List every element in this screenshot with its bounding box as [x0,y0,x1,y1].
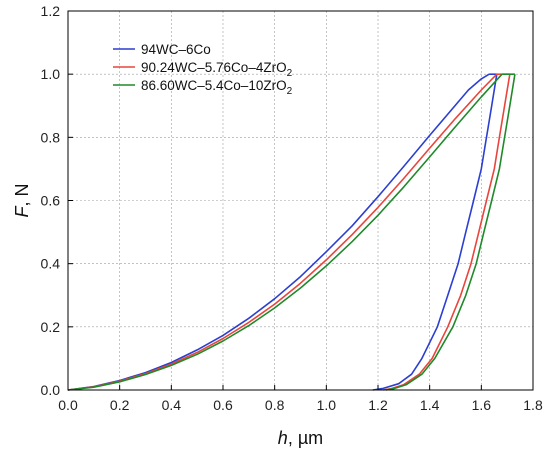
y-tick-label: 1.2 [41,3,61,19]
legend-subscript: 2 [287,86,293,97]
unloading-curve [372,74,498,391]
legend-subscript: 2 [287,68,293,79]
x-tick-label: 0.8 [265,397,285,413]
x-tick-label: 1.2 [368,397,388,413]
unloading-curve [383,74,511,391]
y-axis-symbol: F [12,206,32,218]
loading-curve [67,73,498,391]
y-tick-label: 1.0 [41,66,61,82]
series-1 [67,73,498,391]
legend: 94WC–6Co 90.24WC–5.76Co–4ZrO286.60WC–5.4C… [113,42,293,97]
y-tick-label: 0.2 [41,319,61,335]
x-tick-label: 1.8 [523,397,543,413]
x-tick-label: 1.6 [472,397,492,413]
y-tick-label: 0.4 [41,256,61,272]
legend-item: 94WC–6Co [113,42,211,57]
ticks: 0.0 0.2 0.4 0.6 0.8 1.0 1.2 1.4 1.6 1.8 0.0 0.2 0.4 0… [41,3,543,413]
y-axis-unit: , N [12,183,32,206]
x-axis-label: h, µm [278,428,323,448]
y-tick-label: 0.6 [41,193,61,209]
loading-curve [67,73,503,391]
unloading-curve [385,74,516,391]
x-axis-symbol: h [278,428,288,448]
series-3 [67,73,516,391]
curves [67,73,516,391]
legend-text-part: 90.24WC–5.76Co–4ZrO [141,60,287,75]
x-axis-unit: , µm [288,428,323,448]
x-tick-label: 0.0 [58,397,78,413]
legend-item: 90.24WC–5.76Co–4ZrO2 [113,60,293,79]
legend-label: 86.60WC–5.4Co–10ZrO2 [141,78,293,97]
legend-text-part: 94WC–6Co [141,42,211,57]
y-tick-label: 0.0 [41,382,61,398]
x-tick-label: 0.6 [213,397,233,413]
legend-item: 86.60WC–5.4Co–10ZrO2 [113,78,293,97]
legend-label: 90.24WC–5.76Co–4ZrO2 [141,60,293,79]
grid [68,11,533,390]
x-tick-label: 1.0 [317,397,337,413]
y-tick-label: 0.8 [41,129,61,145]
loading-curve [67,73,490,391]
legend-text-part: 86.60WC–5.4Co–10ZrO [141,78,287,93]
legend-label: 94WC–6Co [141,42,211,57]
y-axis-label: F, N [12,183,32,217]
x-tick-label: 1.4 [420,397,440,413]
x-tick-label: 0.2 [110,397,130,413]
x-tick-label: 0.4 [162,397,182,413]
